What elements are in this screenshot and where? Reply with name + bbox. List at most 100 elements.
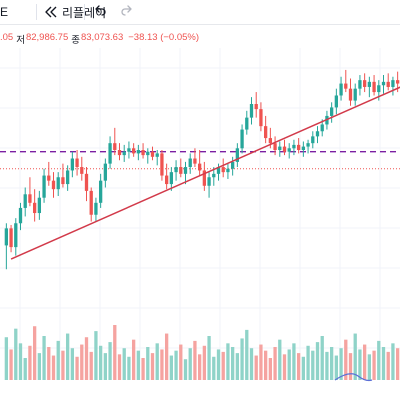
volume-bar (75, 356, 79, 380)
legend-low-value: 82,986.75 (25, 32, 69, 43)
volume-bar (353, 333, 357, 380)
volume-bar (65, 333, 70, 380)
candle-body (70, 158, 75, 171)
legend-low-label: 저 (16, 35, 25, 46)
candle-body (18, 207, 23, 224)
volume-bar (160, 349, 164, 380)
volume-bar (287, 349, 291, 380)
candle-body (344, 83, 348, 89)
toolbar-cut-label: E (0, 5, 9, 19)
candle-body (334, 95, 339, 108)
volume-bar (28, 345, 32, 380)
volume-bar (344, 339, 348, 380)
volume-bar (259, 344, 263, 380)
volume-bar (117, 354, 122, 380)
candle-body (212, 173, 216, 178)
volume-bar (226, 343, 230, 380)
volume-bar (221, 351, 225, 380)
volume-bar (320, 336, 324, 380)
volume-bar (42, 336, 46, 380)
candle-body (202, 170, 207, 186)
candle-body (377, 85, 381, 93)
volume-bar (61, 350, 65, 380)
volume-bar (131, 339, 136, 380)
candle-body (183, 167, 188, 174)
candle-body (278, 146, 282, 150)
candle-body (287, 148, 291, 152)
candle-body (122, 151, 126, 156)
candle-body (296, 144, 301, 150)
volume-bar (386, 351, 390, 380)
candle-body (348, 88, 353, 101)
volume-bar (381, 347, 386, 380)
volume-bar (268, 358, 273, 380)
candle-body (226, 168, 230, 173)
volume-bar (32, 326, 37, 380)
volume-bar (207, 336, 211, 380)
candle-body (150, 151, 155, 157)
candle-body (155, 153, 159, 157)
replay-icon (44, 6, 58, 18)
volume-bar (358, 349, 362, 380)
volume-bar (212, 356, 216, 380)
volume-bar (306, 345, 310, 380)
volume-bar (301, 356, 306, 380)
candle-body (42, 175, 46, 198)
candle-body (37, 197, 42, 214)
candle-body (320, 124, 324, 132)
volume-bar (4, 337, 9, 380)
candle-body (292, 144, 296, 149)
candle-body (273, 143, 277, 150)
candle-body (263, 126, 268, 139)
candle-body (113, 143, 117, 150)
candle-body (160, 153, 164, 176)
volume-bar (278, 339, 282, 380)
candle-body (372, 81, 376, 93)
candle-body (61, 177, 65, 185)
candle-body (230, 161, 235, 169)
trendline (10, 86, 400, 260)
volume-bar (362, 344, 367, 380)
volume-bar (18, 343, 23, 380)
undo-icon (93, 3, 107, 22)
volume-bar (202, 345, 207, 380)
volume-bar (155, 343, 159, 380)
candle-body (329, 107, 334, 116)
candle-body (315, 131, 320, 137)
candle-body (141, 150, 145, 156)
candle-body (98, 180, 103, 203)
candle-body (174, 167, 178, 173)
candle-body (47, 175, 51, 181)
volume-bar (240, 338, 244, 380)
volume-bar (249, 348, 254, 380)
candle-body (14, 223, 18, 248)
volume-bar (169, 355, 174, 380)
candle-body (9, 228, 13, 248)
candle-body (117, 150, 122, 156)
candle-body (386, 81, 390, 87)
price-chart[interactable] (0, 48, 400, 400)
candle-body (235, 148, 240, 162)
volume-bar (325, 351, 329, 380)
volume-bar (179, 344, 183, 380)
candle-body (240, 129, 244, 149)
candle-body (381, 81, 386, 86)
redo-button[interactable] (120, 3, 134, 21)
candle-body (179, 167, 183, 174)
candle-body (254, 104, 258, 110)
redo-icon (120, 3, 134, 22)
candle-body (103, 163, 108, 181)
undo-button[interactable] (93, 3, 107, 21)
volume-bar (193, 340, 197, 380)
volume-bar (367, 354, 372, 380)
volume-bar (230, 347, 235, 380)
candle-body (28, 194, 32, 203)
volume-bar (395, 348, 400, 380)
candle-body (193, 158, 197, 164)
volume-bar (372, 350, 376, 380)
volume-bar (80, 344, 84, 380)
candle-body (127, 148, 131, 152)
chart-toolbar: E 리플레이 (0, 0, 400, 25)
candle-body (94, 202, 98, 215)
candle-body (32, 202, 37, 214)
